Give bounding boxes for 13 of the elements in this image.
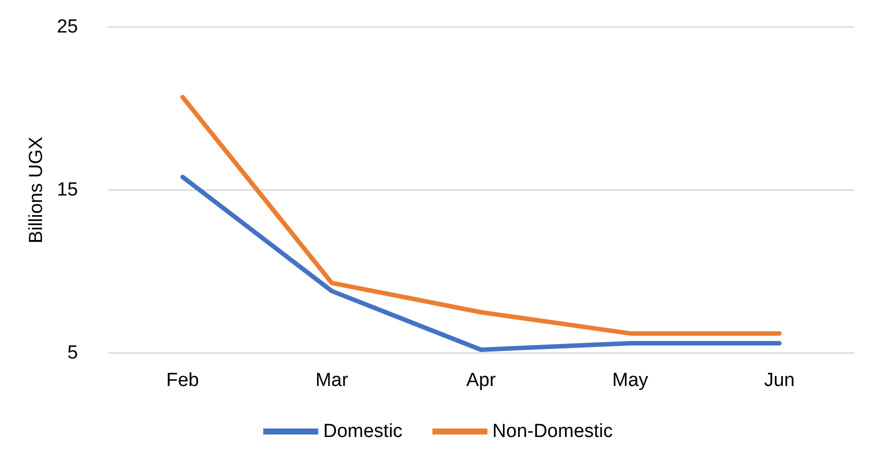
x-tick-label: Apr	[466, 370, 496, 391]
x-tick-label: Feb	[166, 370, 199, 391]
y-axis-title: Billions UGX	[26, 136, 47, 244]
legend-label: Non-Domestic	[492, 421, 613, 442]
y-tick-label: 5	[67, 342, 78, 364]
x-tick-label: Mar	[315, 370, 349, 391]
y-tick-label: 25	[56, 16, 78, 38]
line-series	[180, 174, 782, 352]
line-series	[180, 94, 782, 336]
x-tick-label: Jun	[764, 370, 795, 391]
legend-label: Domestic	[323, 421, 402, 442]
x-tick-label: May	[612, 370, 649, 391]
y-tick-label: 15	[56, 180, 78, 200]
